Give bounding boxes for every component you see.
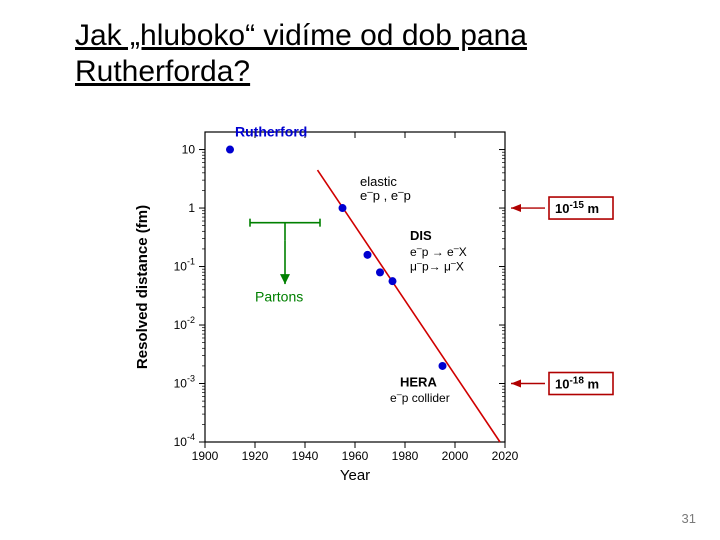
svg-text:2000: 2000 [442, 449, 469, 463]
svg-text:1940: 1940 [292, 449, 319, 463]
svg-text:DIS: DIS [410, 228, 432, 243]
svg-text:10: 10 [182, 143, 196, 157]
svg-text:10-2: 10-2 [174, 315, 195, 332]
svg-text:2020: 2020 [492, 449, 519, 463]
svg-text:1900: 1900 [192, 449, 219, 463]
svg-text:e–p , e–p: e–p , e–p [360, 187, 411, 203]
svg-text:e–p → e–X: e–p → e–X [410, 243, 467, 259]
svg-text:Rutherford: Rutherford [235, 124, 307, 140]
page-number: 31 [682, 511, 696, 526]
svg-text:μ–p→ μ–X: μ–p→ μ–X [410, 258, 464, 274]
svg-text:10-1: 10-1 [174, 257, 195, 274]
svg-text:Year: Year [340, 467, 370, 484]
svg-text:1980: 1980 [392, 449, 419, 463]
svg-text:elastic: elastic [360, 174, 397, 189]
svg-text:1960: 1960 [342, 449, 369, 463]
svg-text:Partons: Partons [255, 289, 303, 305]
svg-text:1: 1 [188, 201, 195, 215]
resolved-distance-chart: 1900 1920 1940 1960 1980 2000 2020 Year 10-4 10-3… [100, 120, 620, 500]
svg-text:1920: 1920 [242, 449, 269, 463]
svg-text:e–p collider: e–p collider [390, 389, 450, 405]
svg-text:10-4: 10-4 [174, 432, 195, 449]
svg-text:HERA: HERA [400, 374, 437, 389]
slide-title: Jak „hluboko“ vidíme od dob pana Rutherf… [75, 18, 635, 90]
svg-text:Resolved distance (fm): Resolved distance (fm) [134, 205, 151, 369]
svg-text:10-3: 10-3 [174, 374, 195, 391]
